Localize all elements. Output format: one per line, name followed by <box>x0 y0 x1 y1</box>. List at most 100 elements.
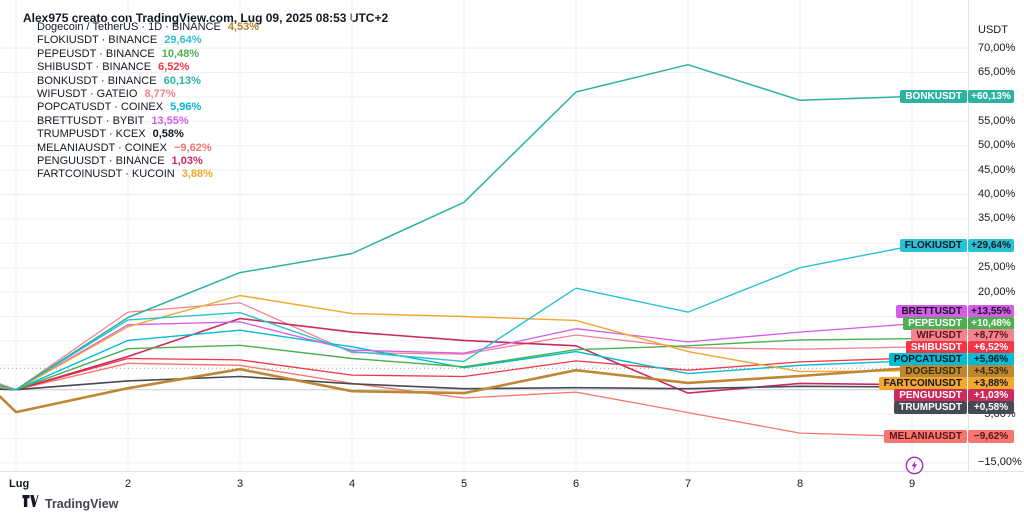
price-label-wifusdt[interactable]: WIFUSDT +8,77% <box>911 329 1014 343</box>
price-axis-tick: 65,00% <box>978 66 1016 78</box>
legend-row[interactable]: MELANIAUSDT · COINEX −9,62% <box>37 142 259 155</box>
series-line-penguusdt[interactable] <box>0 317 917 394</box>
series-line-shibusdt[interactable] <box>0 357 917 391</box>
legend-row[interactable]: PENGUUSDT · BINANCE 1,03% <box>37 155 259 168</box>
price-axis-tick: 45,00% <box>978 163 1016 176</box>
lightning-bolt-icon[interactable] <box>905 456 924 475</box>
tradingview-branding[interactable]: TradingView <box>22 494 118 513</box>
legend-symbol-label: Dogecoin / TetherUS · 1D · BINANCE <box>37 21 221 33</box>
price-axis-tick: 25,00% <box>978 261 1016 274</box>
price-label-symbol: WIFUSDT <box>911 329 967 343</box>
price-label-symbol: MELANIAUSDT <box>884 430 967 444</box>
price-label-value: +1,03% <box>968 389 1014 403</box>
legend-symbol-label: TRUMPUSDT · KCEX <box>37 128 146 141</box>
legend-change-value: 0,58% <box>152 128 184 141</box>
price-label-symbol: POPCATUSDT <box>888 353 967 367</box>
time-axis-tick: 6 <box>572 478 580 490</box>
series-line-brettusdt[interactable] <box>0 321 917 391</box>
price-axis-tick: 50,00% <box>978 139 1016 152</box>
legend-symbol-label: PEPEUSDT · BINANCE <box>37 47 155 60</box>
legend-row[interactable]: BONKUSDT · BINANCE 60,13% <box>37 75 259 88</box>
price-label-value: +8,77% <box>968 329 1014 343</box>
legend-row[interactable]: BRETTUSDT · BYBIT 13,55% <box>37 115 259 128</box>
series-line-popcatusdt[interactable] <box>0 329 917 391</box>
price-axis-tick: 70,00% <box>978 41 1016 54</box>
legend-change-value: 60,13% <box>163 74 201 87</box>
price-axis-tick: 40,00% <box>978 188 1016 200</box>
price-label-symbol: BRETTUSDT <box>896 305 967 319</box>
series-line-melaniausdt[interactable] <box>0 362 917 438</box>
legend-row[interactable]: POPCATUSDT · COINEX 5,96% <box>37 101 259 114</box>
price-label-dogeusdt[interactable]: DOGEUSDT +4,53% <box>900 365 1014 379</box>
price-label-symbol: FLOKIUSDT <box>899 238 967 252</box>
legend-row[interactable]: Dogecoin / TetherUS · 1D · BINANCE 4,53% <box>37 21 259 34</box>
price-label-value: +10,48% <box>968 317 1014 331</box>
price-label-symbol: PEPEUSDT <box>903 317 967 331</box>
price-label-symbol: PENGUUSDT <box>894 389 967 403</box>
price-label-symbol: SHIBUSDT <box>905 341 967 355</box>
price-label-symbol: DOGEUSDT <box>900 365 967 379</box>
legend-symbol-label: BRETTUSDT · BYBIT <box>37 114 145 127</box>
price-axis-tick: 35,00% <box>978 212 1016 225</box>
time-axis-tick: 9 <box>908 478 916 490</box>
legend-symbol-label: FARTCOINUSDT · KUCOIN <box>37 168 175 181</box>
legend-change-value: 29,64% <box>164 34 202 47</box>
price-label-shibusdt[interactable]: SHIBUSDT +6,52% <box>905 341 1014 355</box>
legend-change-value: 8,77% <box>144 87 176 100</box>
series-line-wifusdt[interactable] <box>0 302 917 391</box>
price-label-fartcoinusdt[interactable]: FARTCOINUSDT +3,88% <box>878 377 1014 391</box>
legend-row[interactable]: FLOKIUSDT · BINANCE 29,64% <box>37 34 259 47</box>
legend-symbol-label: PENGUUSDT · BINANCE <box>37 154 165 167</box>
series-line-dogeusdt[interactable] <box>0 366 918 414</box>
price-label-value: +60,13% <box>968 89 1014 103</box>
price-label-value: +0,58% <box>968 401 1014 415</box>
price-label-penguusdt[interactable]: PENGUUSDT +1,03% <box>894 389 1014 403</box>
price-label-pepeusdt[interactable]: PEPEUSDT +10,48% <box>903 317 1014 331</box>
tradingview-brand-label: TradingView <box>45 496 119 511</box>
price-label-value: +5,96% <box>968 353 1014 367</box>
time-axis-tick: 3 <box>236 478 244 490</box>
series-lines <box>0 63 918 438</box>
legend-symbol-label: MELANIAUSDT · COINEX <box>37 141 167 154</box>
price-label-trumpusdt[interactable]: TRUMPUSDT +0,58% <box>894 401 1014 415</box>
legend-change-value: 1,03% <box>171 154 203 167</box>
chart-attribution: Alex975 creato con TradingView.com, Lug … <box>23 11 389 25</box>
legend-row[interactable]: PEPEUSDT · BINANCE 10,48% <box>37 48 259 61</box>
legend-change-value: 6,52% <box>158 61 190 74</box>
time-axis-tick: 2 <box>124 478 132 490</box>
price-label-brettusdt[interactable]: BRETTUSDT +13,55% <box>896 305 1014 319</box>
price-axis-tick: 20,00% <box>978 285 1016 298</box>
price-label-bonkusdt[interactable]: BONKUSDT +60,13% <box>900 89 1014 103</box>
price-label-popcatusdt[interactable]: POPCATUSDT +5,96% <box>888 353 1014 367</box>
legend-row[interactable]: SHIBUSDT · BINANCE 6,52% <box>37 61 259 74</box>
time-axis-tick: 7 <box>684 478 692 490</box>
series-line-fartcoinusdt[interactable] <box>0 294 917 391</box>
time-axis[interactable]: Lug 2 3 4 5 6 7 8 9 <box>0 471 1024 517</box>
price-axis-tick: 55,00% <box>978 114 1016 127</box>
time-axis-tick: 5 <box>460 478 468 490</box>
legend-change-value: −9,62% <box>174 141 212 154</box>
legend-row[interactable]: FARTCOINUSDT · KUCOIN 3,88% <box>37 168 259 181</box>
price-label-value: +29,64% <box>968 238 1014 252</box>
legend-change-value: 13,55% <box>151 114 189 127</box>
price-label-symbol: TRUMPUSDT <box>894 401 967 415</box>
legend-row[interactable]: TRUMPUSDT · KCEX 0,58% <box>37 128 259 141</box>
time-axis-tick: 4 <box>348 478 356 490</box>
tradingview-logo-icon <box>22 494 39 513</box>
price-label-flokiusdt[interactable]: FLOKIUSDT +29,64% <box>899 238 1014 252</box>
price-label-value: −9,62% <box>968 430 1014 444</box>
series-line-trumpusdt[interactable] <box>0 375 917 391</box>
series-line-pepeusdt[interactable] <box>0 337 917 391</box>
legend-symbol-label: FLOKIUSDT · BINANCE <box>37 34 158 47</box>
legend-change-value: 4,53% <box>227 21 260 33</box>
price-axis-unit-label: USDT <box>978 24 1008 36</box>
series-line-flokiusdt[interactable] <box>0 244 917 391</box>
legend-symbol-label: WIFUSDT · GATEIO <box>37 87 138 100</box>
price-label-melaniausdt[interactable]: MELANIAUSDT −9,62% <box>884 430 1014 444</box>
legend-row[interactable]: WIFUSDT · GATEIO 8,77% <box>37 88 259 101</box>
time-axis-tick: Lug <box>9 478 30 490</box>
price-label-value: +3,88% <box>968 377 1014 391</box>
legend-symbol-label: BONKUSDT · BINANCE <box>37 74 157 87</box>
series-line-bonkusdt[interactable] <box>0 63 917 391</box>
